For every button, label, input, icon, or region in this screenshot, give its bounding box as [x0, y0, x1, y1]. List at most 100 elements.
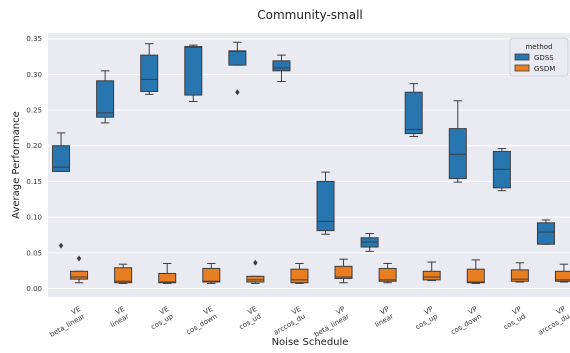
box-iqr [140, 54, 159, 93]
y-tick-label: 0.20 [26, 142, 42, 150]
outlier-point [253, 259, 258, 266]
outlier-point [58, 242, 64, 249]
box-gsdm-9 [466, 259, 485, 284]
outlier-point [235, 89, 240, 96]
x-tick-label-line: arccos_du [272, 312, 306, 336]
box-iqr [70, 270, 89, 280]
y-tick-label: 0.05 [26, 249, 42, 257]
box-gdss-11 [536, 219, 555, 245]
x-tick-label-line: VP [335, 305, 347, 316]
box-gsdm-3 [202, 262, 221, 284]
box-iqr [334, 265, 353, 279]
y-tick-label: 0.25 [26, 107, 42, 115]
box-gsdm-2 [158, 262, 177, 284]
y-tick-label: 0.35 [26, 35, 42, 43]
box-gsdm-7 [378, 262, 397, 284]
box-gsdm-11 [554, 263, 570, 283]
box-gdss-10 [492, 148, 511, 192]
box-gdss-7 [360, 232, 379, 252]
box-gdss-1 [96, 70, 115, 124]
x-tick-label-line: VP [379, 305, 391, 316]
box-iqr [422, 270, 441, 281]
y-tick-label: 0.00 [26, 285, 42, 293]
y-axis-label: Average Performance [11, 111, 22, 219]
box-gdss-4 [228, 41, 247, 96]
box-gdss-9 [448, 100, 467, 183]
x-tick-label-line: VP [555, 305, 567, 316]
box-iqr [158, 272, 177, 284]
box-gsdm-10 [510, 262, 529, 283]
legend-label-gdss: GDSS [534, 54, 554, 62]
x-tick-label-line: VE [114, 305, 126, 317]
box-iqr [378, 267, 397, 282]
legend-swatch-gsdm [514, 64, 530, 72]
outlier-point [76, 255, 82, 262]
box-iqr [536, 222, 555, 245]
box-gsdm-1 [114, 263, 133, 284]
x-tick-label-line: arccos_du [537, 312, 570, 336]
legend-label-gsdm: GSDM [534, 65, 555, 73]
x-tick-label-line: VE [246, 305, 258, 317]
chart-title: Community-small [257, 8, 363, 22]
box-iqr [466, 268, 485, 284]
box-iqr [448, 128, 467, 180]
x-tick-label-line: cos_down [449, 312, 483, 336]
box-iqr [228, 50, 247, 66]
x-tick-label-line: VE [158, 305, 170, 317]
box-gdss-5 [272, 54, 291, 83]
y-tick-label: 0.30 [26, 71, 42, 79]
box-iqr [96, 80, 115, 118]
y-tick-label: 0.10 [26, 214, 42, 222]
box-iqr [202, 267, 221, 283]
box-iqr [554, 270, 570, 282]
box-iqr [246, 275, 265, 283]
box-iqr [272, 60, 291, 72]
box-iqr [290, 268, 309, 284]
y-tick-label: 0.15 [26, 178, 42, 186]
box-iqr [52, 145, 71, 172]
x-tick-label-line: VE [290, 305, 302, 317]
box-gsdm-4 [246, 259, 265, 284]
box-gdss-2 [140, 43, 159, 95]
box-iqr [404, 91, 423, 135]
legend-title: method [525, 43, 552, 51]
box-gsdm-5 [290, 262, 309, 284]
legend: method GDSS GSDM [509, 37, 569, 77]
box-gdss-6 [316, 171, 335, 235]
x-tick-label-line: VP [423, 305, 435, 316]
box-gdss-8 [404, 83, 423, 137]
x-tick-label-line: VP [467, 305, 479, 316]
y-axis-ticks: 0.00 0.05 0.10 0.15 0.20 0.25 0.30 0.35 [26, 35, 42, 293]
box-iqr [316, 180, 335, 232]
x-tick-label-line: cos_down [185, 312, 219, 336]
box-gsdm-0 [70, 255, 89, 284]
x-axis-label: Noise Schedule [272, 337, 349, 348]
x-tick-label-line: VP [511, 305, 523, 316]
x-tick-label-line: VE [202, 305, 214, 317]
plot-area [48, 33, 570, 297]
box-gsdm-8 [422, 261, 441, 282]
box-iqr [510, 269, 529, 282]
box-gdss-3 [184, 44, 203, 102]
box-layer [52, 41, 570, 284]
box-gdss-0 [52, 132, 71, 249]
x-tick-label-line: beta_linear [313, 312, 351, 339]
box-iqr [184, 46, 203, 96]
box-gsdm-6 [334, 258, 353, 284]
legend-swatch-gdss [514, 53, 530, 61]
box-iqr [114, 267, 133, 284]
